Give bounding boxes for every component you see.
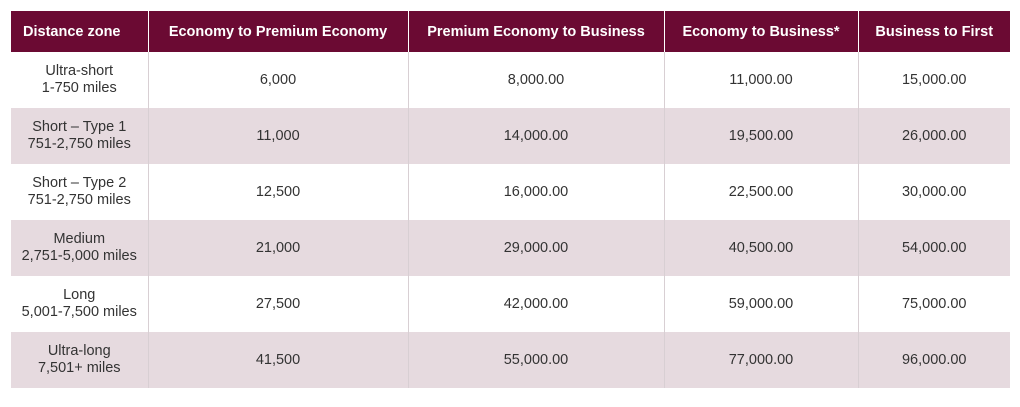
value-cell: 11,000.00 bbox=[664, 52, 859, 108]
zone-range: 5,001-7,500 miles bbox=[21, 304, 137, 320]
header-distance-zone: Distance zone bbox=[11, 11, 149, 52]
zone-name: Short – Type 1 bbox=[32, 119, 127, 135]
value-cell: 75,000.00 bbox=[858, 276, 1010, 332]
value-cell: 96,000.00 bbox=[858, 332, 1010, 388]
zone-range: 751-2,750 miles bbox=[27, 136, 131, 152]
value-cell: 16,000.00 bbox=[408, 164, 665, 220]
table-row: Ultra-long 7,501+ miles 41,500 55,000.00… bbox=[11, 332, 1010, 388]
value-cell: 59,000.00 bbox=[664, 276, 859, 332]
value-cell: 12,500 bbox=[148, 164, 409, 220]
value-cell: 29,000.00 bbox=[408, 220, 665, 276]
header-economy-to-business: Economy to Business* bbox=[664, 11, 859, 52]
value-cell: 41,500 bbox=[148, 332, 409, 388]
table-row: Medium 2,751-5,000 miles 21,000 29,000.0… bbox=[11, 220, 1010, 276]
table-row: Short – Type 1 751-2,750 miles 11,000 14… bbox=[11, 108, 1010, 164]
upgrade-chart-table-container: Distance zone Economy to Premium Economy… bbox=[11, 11, 1010, 388]
value-cell: 40,500.00 bbox=[664, 220, 859, 276]
zone-name: Medium bbox=[53, 231, 106, 247]
value-cell: 14,000.00 bbox=[408, 108, 665, 164]
value-cell: 22,500.00 bbox=[664, 164, 859, 220]
zone-name: Short – Type 2 bbox=[32, 175, 127, 191]
table-header-row: Distance zone Economy to Premium Economy… bbox=[11, 11, 1010, 52]
zone-cell: Ultra-short 1-750 miles bbox=[11, 52, 149, 108]
zone-cell: Short – Type 2 751-2,750 miles bbox=[11, 164, 149, 220]
value-cell: 55,000.00 bbox=[408, 332, 665, 388]
zone-range: 751-2,750 miles bbox=[27, 192, 131, 208]
zone-cell: Long 5,001-7,500 miles bbox=[11, 276, 149, 332]
zone-range: 7,501+ miles bbox=[37, 360, 121, 376]
value-cell: 26,000.00 bbox=[858, 108, 1010, 164]
value-cell: 30,000.00 bbox=[858, 164, 1010, 220]
value-cell: 54,000.00 bbox=[858, 220, 1010, 276]
zone-cell: Medium 2,751-5,000 miles bbox=[11, 220, 149, 276]
zone-range: 2,751-5,000 miles bbox=[21, 248, 137, 264]
header-economy-to-premium-economy: Economy to Premium Economy bbox=[148, 11, 409, 52]
value-cell: 27,500 bbox=[148, 276, 409, 332]
zone-name: Ultra-short bbox=[45, 63, 114, 79]
value-cell: 11,000 bbox=[148, 108, 409, 164]
table-row: Long 5,001-7,500 miles 27,500 42,000.00 … bbox=[11, 276, 1010, 332]
zone-range: 1-750 miles bbox=[41, 80, 117, 96]
zone-cell: Short – Type 1 751-2,750 miles bbox=[11, 108, 149, 164]
upgrade-chart-table: Distance zone Economy to Premium Economy… bbox=[11, 11, 1010, 388]
header-premium-economy-to-business: Premium Economy to Business bbox=[408, 11, 665, 52]
value-cell: 21,000 bbox=[148, 220, 409, 276]
value-cell: 15,000.00 bbox=[858, 52, 1010, 108]
value-cell: 19,500.00 bbox=[664, 108, 859, 164]
table-row: Ultra-short 1-750 miles 6,000 8,000.00 1… bbox=[11, 52, 1010, 108]
header-business-to-first: Business to First bbox=[858, 11, 1010, 52]
zone-cell: Ultra-long 7,501+ miles bbox=[11, 332, 149, 388]
table-row: Short – Type 2 751-2,750 miles 12,500 16… bbox=[11, 164, 1010, 220]
zone-name: Long bbox=[63, 287, 96, 303]
value-cell: 8,000.00 bbox=[408, 52, 665, 108]
value-cell: 42,000.00 bbox=[408, 276, 665, 332]
value-cell: 6,000 bbox=[148, 52, 409, 108]
value-cell: 77,000.00 bbox=[664, 332, 859, 388]
zone-name: Ultra-long bbox=[47, 343, 111, 359]
